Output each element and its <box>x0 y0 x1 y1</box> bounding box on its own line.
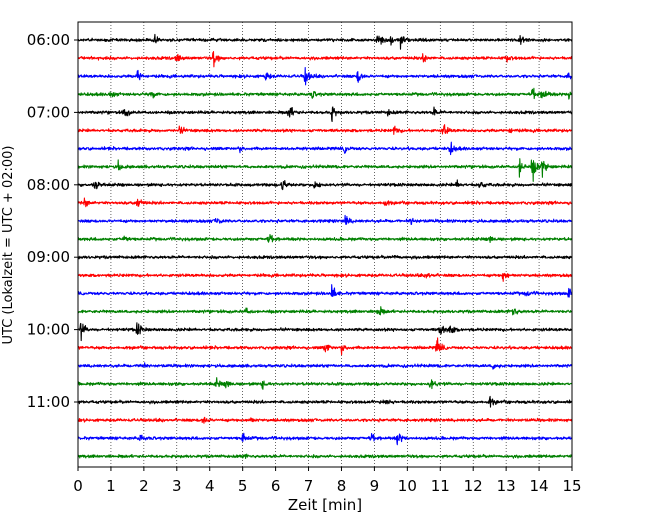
seismic-trace <box>77 395 573 408</box>
seismic-trace <box>77 33 573 50</box>
x-tick-label: 0 <box>73 477 83 495</box>
seismic-trace <box>77 432 573 446</box>
y-axis: 06:00 07:00 08:00 09:00 10:00 11:00 <box>27 31 78 411</box>
plot-frame <box>77 21 573 468</box>
y-tick-label: 10:00 <box>27 321 70 339</box>
x-tick-label: 14 <box>530 477 549 495</box>
seismic-trace <box>77 179 573 191</box>
seismic-trace <box>77 141 573 156</box>
x-tick-label: 8 <box>337 477 347 495</box>
y-tick-label: 09:00 <box>27 248 70 266</box>
x-tick-label: 4 <box>205 477 215 495</box>
x-tick-label: 7 <box>304 477 314 495</box>
x-tick-label: 10 <box>398 477 417 495</box>
seismic-trace <box>77 306 573 316</box>
seismic-trace <box>77 272 573 282</box>
x-tick-label: 1 <box>106 477 116 495</box>
x-tick-label: 13 <box>497 477 516 495</box>
x-tick-label: 3 <box>172 477 182 495</box>
y-tick-label: 11:00 <box>27 393 70 411</box>
seismic-trace <box>77 214 573 225</box>
y-tick-label: 08:00 <box>27 176 70 194</box>
plot-area <box>78 22 572 467</box>
x-tick-label: 2 <box>139 477 149 495</box>
seismic-trace <box>77 322 573 342</box>
seismic-trace <box>77 233 573 244</box>
x-axis-label: Zeit [min] <box>288 496 362 514</box>
x-tick-label: 9 <box>370 477 380 495</box>
y-tick-label: 07:00 <box>27 103 70 121</box>
x-tick-label: 6 <box>271 477 281 495</box>
seismic-trace <box>77 66 573 86</box>
seismic-trace <box>77 51 573 68</box>
x-tick-label: 12 <box>464 477 483 495</box>
x-tick-label: 11 <box>431 477 450 495</box>
trace-group <box>77 33 573 459</box>
seismic-trace <box>77 158 573 182</box>
seismic-trace <box>77 197 573 208</box>
seismic-trace <box>77 453 573 459</box>
seismic-trace <box>77 377 573 390</box>
x-axis: 0 1 2 3 4 5 6 7 8 9 10 11 12 13 14 15 <box>73 467 582 495</box>
y-axis-label: UTC (Lokalzeit = UTC + 02:00) <box>1 146 16 345</box>
x-tick-label: 5 <box>238 477 248 495</box>
seismic-trace <box>77 416 573 424</box>
y-tick-label: 06:00 <box>27 31 70 49</box>
seismic-trace <box>77 254 573 260</box>
seismic-trace <box>77 124 573 135</box>
seismic-trace <box>77 87 573 100</box>
seismic-trace <box>77 106 573 123</box>
seismic-trace <box>77 284 573 298</box>
seismic-trace <box>77 337 573 356</box>
seismic-trace <box>77 362 573 370</box>
x-tick-label: 15 <box>562 477 581 495</box>
